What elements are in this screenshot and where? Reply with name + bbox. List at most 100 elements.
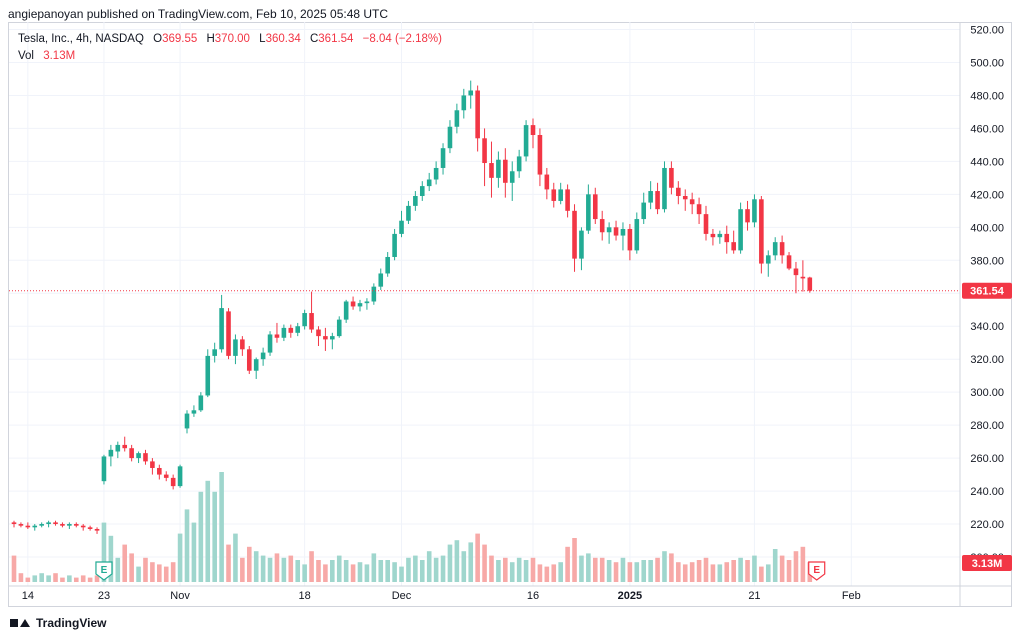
- volume-bar: [509, 562, 515, 582]
- candle-body: [288, 327, 294, 333]
- candle-body: [385, 256, 390, 274]
- candle-body: [94, 528, 100, 531]
- candle-body: [745, 209, 750, 223]
- y-tick-label: 520.00: [970, 25, 1004, 37]
- volume-bar: [772, 549, 778, 582]
- candle-body: [46, 522, 51, 525]
- candle-body: [634, 219, 640, 251]
- candle-body: [323, 336, 328, 340]
- volume-bar: [793, 551, 799, 582]
- candle-body: [731, 242, 736, 251]
- volume-bar: [475, 533, 480, 582]
- candle-body: [115, 444, 121, 452]
- chart-frame: [8, 22, 1012, 607]
- volume-bar: [309, 551, 314, 582]
- volume-bar: [454, 540, 460, 582]
- volume-bar: [731, 560, 736, 582]
- y-tick-label: 440.00: [970, 156, 1004, 168]
- volume-bar: [80, 575, 86, 582]
- y-tick-label: 380.00: [970, 255, 1004, 267]
- volume-bar: [551, 564, 557, 582]
- volume-bar: [426, 551, 432, 582]
- volume-bar: [205, 480, 211, 582]
- candle-body: [136, 453, 141, 459]
- volume-bar: [67, 575, 72, 582]
- candle-body: [676, 187, 681, 196]
- close-value: 361.54: [318, 33, 354, 45]
- volume-bar: [613, 562, 619, 582]
- volume-bar: [253, 551, 259, 582]
- open-label: O: [153, 33, 163, 45]
- candle-body: [73, 524, 79, 526]
- y-tick-label: 240.00: [970, 486, 1004, 498]
- candle-body: [184, 413, 190, 429]
- earnings-marker-label: E: [813, 565, 820, 576]
- footer-brand[interactable]: TradingView: [10, 616, 106, 630]
- y-tick-label: 300.00: [970, 387, 1004, 399]
- x-tick-label: 2025: [618, 590, 642, 602]
- volume-bar: [25, 577, 31, 582]
- volume-bar: [648, 560, 653, 582]
- volume-bar: [572, 538, 577, 582]
- candle-body: [779, 242, 785, 256]
- candle-body: [440, 148, 446, 168]
- candle-body: [316, 329, 321, 337]
- candle-body: [523, 125, 529, 157]
- candle-body: [309, 313, 314, 330]
- candle-body: [641, 202, 647, 220]
- open-value: 369.55: [162, 33, 198, 45]
- legend: Tesla, Inc., 4h, NASDAQ O369.55 H370.00 …: [18, 31, 442, 65]
- candle-body: [475, 90, 480, 139]
- volume-bar: [655, 557, 660, 582]
- candle-body: [240, 339, 245, 350]
- volume-bar: [565, 546, 570, 582]
- volume-bar: [786, 560, 792, 582]
- volume-bar: [406, 557, 411, 582]
- volume-bar: [634, 562, 640, 582]
- candle-body: [586, 194, 591, 231]
- candle-body: [392, 233, 397, 257]
- volume-bar: [184, 509, 190, 582]
- candle-body: [419, 186, 425, 196]
- candle-body: [413, 195, 418, 206]
- volume-bar: [18, 573, 24, 582]
- tradingview-logo-icon: [10, 616, 30, 630]
- volume-bar: [482, 544, 487, 582]
- volume-bar: [765, 564, 771, 582]
- candle-body: [579, 230, 584, 259]
- candle-body: [198, 395, 204, 411]
- candle-body: [717, 233, 723, 238]
- x-tick-label: 18: [299, 590, 311, 602]
- candle-body: [330, 336, 335, 340]
- candle-body: [482, 138, 487, 164]
- volume-bar: [544, 566, 550, 582]
- volume-bar: [579, 555, 584, 582]
- volume-bar: [385, 560, 390, 582]
- candle-body: [246, 349, 252, 371]
- volume-bar: [350, 564, 356, 582]
- candle-body: [447, 126, 453, 149]
- y-tick-label: 280.00: [970, 420, 1004, 432]
- high-label: H: [206, 33, 215, 45]
- volume-bar: [108, 535, 114, 582]
- volume-bar: [53, 573, 58, 582]
- volume-bar: [73, 577, 79, 582]
- volume-bar: [503, 557, 508, 582]
- volume-bar: [752, 555, 757, 582]
- y-tick-label: 260.00: [970, 453, 1004, 465]
- candle-body: [87, 527, 93, 529]
- candle-body: [786, 255, 792, 269]
- volume-bar: [60, 577, 65, 582]
- volume-bar: [710, 564, 716, 582]
- volume-bar: [122, 544, 128, 582]
- volume-bar: [163, 566, 169, 582]
- candle-body: [157, 467, 162, 475]
- candle-body: [648, 191, 653, 203]
- volume-bar: [586, 553, 591, 582]
- volume-bar: [537, 564, 543, 582]
- candle-body: [205, 355, 211, 396]
- y-tick-label: 500.00: [970, 57, 1004, 69]
- volume-bar: [281, 557, 287, 582]
- volume-bar: [399, 566, 404, 582]
